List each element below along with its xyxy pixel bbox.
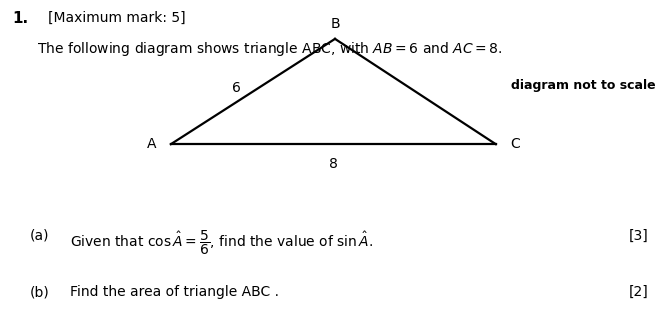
Text: 1.: 1. bbox=[12, 11, 28, 26]
Text: [Maximum mark: 5]: [Maximum mark: 5] bbox=[48, 11, 186, 25]
Text: C: C bbox=[511, 136, 521, 151]
Text: Given that $\cos\hat{A}=\dfrac{5}{6}$, find the value of $\sin\hat{A}$.: Given that $\cos\hat{A}=\dfrac{5}{6}$, f… bbox=[70, 228, 374, 257]
Text: (a): (a) bbox=[30, 228, 50, 242]
Text: [3]: [3] bbox=[629, 228, 649, 242]
Text: Find the area of triangle ABC .: Find the area of triangle ABC . bbox=[70, 285, 279, 299]
Text: [2]: [2] bbox=[629, 285, 649, 299]
Text: B: B bbox=[330, 17, 340, 31]
Text: 8: 8 bbox=[329, 157, 338, 171]
Text: (b): (b) bbox=[30, 285, 50, 299]
Text: A: A bbox=[147, 136, 156, 151]
Text: The following diagram shows triangle ABC, with $\mathit{AB}=6$ and $\mathit{AC}=: The following diagram shows triangle ABC… bbox=[37, 40, 502, 59]
Text: diagram not to scale: diagram not to scale bbox=[511, 79, 655, 92]
Text: 6: 6 bbox=[232, 81, 241, 95]
